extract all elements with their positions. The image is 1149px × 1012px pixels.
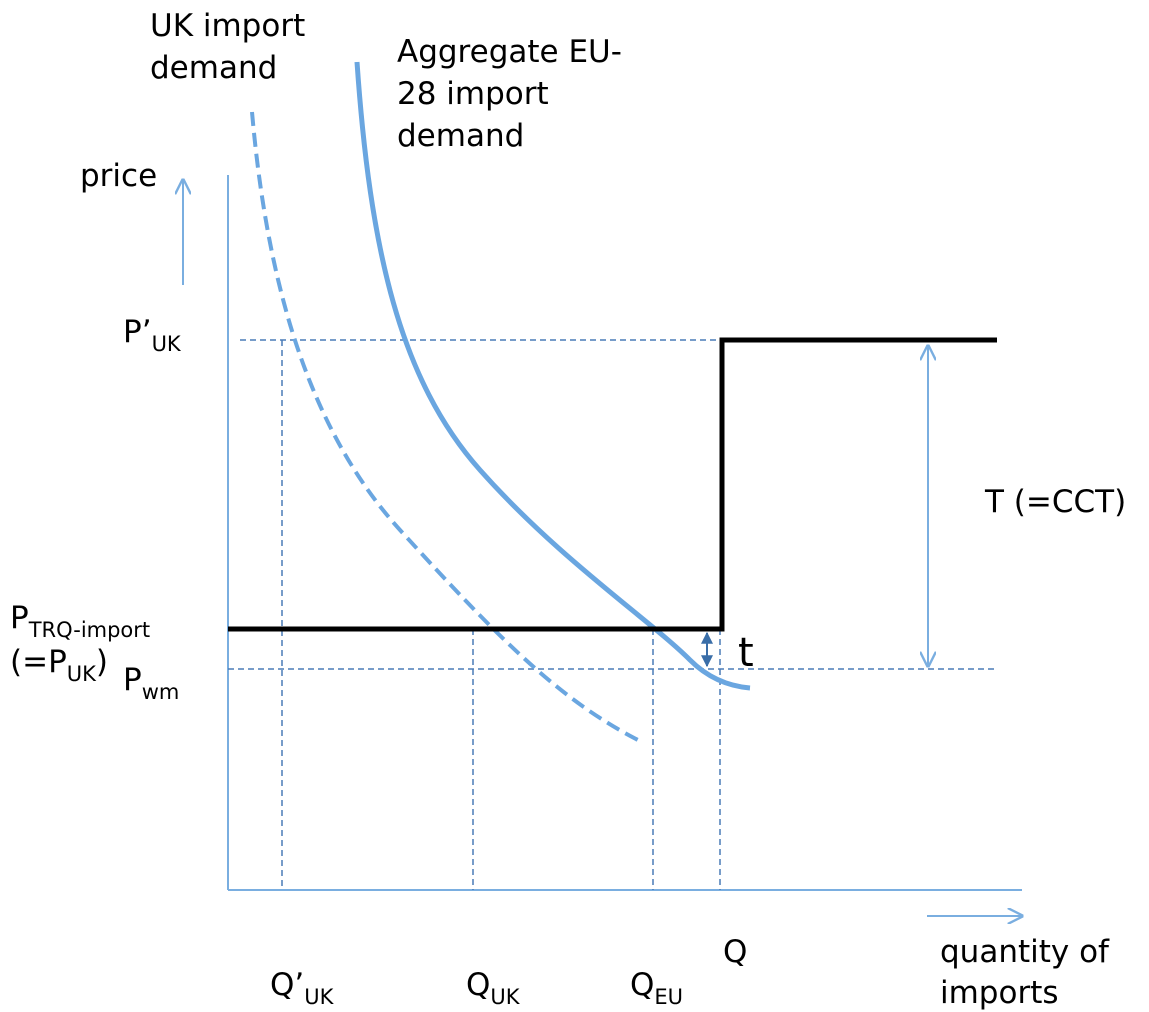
label: Q — [723, 934, 747, 970]
label: demand — [397, 118, 524, 154]
label: price — [80, 158, 157, 194]
label-main: Q — [630, 967, 654, 1003]
label-main: (=P — [10, 644, 67, 680]
label: QUK — [466, 967, 521, 1009]
label: (=PUK) — [10, 644, 108, 686]
label-main: Q’ — [270, 967, 304, 1003]
label-sub: UK — [67, 662, 97, 686]
eu-demand-curve — [354, 61, 751, 691]
label-sub: UK — [152, 332, 182, 356]
label: quantity of — [940, 934, 1110, 970]
label-sub: UK — [304, 985, 334, 1009]
label: T (=CCT) — [984, 484, 1126, 520]
label: Pwm — [123, 662, 179, 704]
label: PTRQ-import — [10, 600, 150, 642]
label: UK import — [150, 8, 305, 44]
label-sub: EU — [654, 985, 683, 1009]
label: demand — [150, 50, 277, 86]
label-main: P — [123, 662, 142, 698]
label: imports — [940, 975, 1059, 1011]
label-main: P — [10, 600, 29, 636]
label-main: ) — [96, 644, 108, 680]
label: Aggregate EU- — [397, 34, 622, 70]
uk-demand-curve — [250, 111, 639, 742]
label-sub: UK — [490, 985, 520, 1009]
label-sub: TRQ-import — [28, 618, 150, 642]
label: 28 import — [397, 76, 549, 112]
label: Q’UK — [270, 967, 335, 1009]
label-main: P’ — [123, 314, 152, 350]
tariff-step — [228, 337, 997, 632]
label: P’UK — [123, 314, 182, 356]
label-sub: wm — [142, 680, 180, 704]
label: t — [738, 630, 754, 676]
label: QEU — [630, 967, 683, 1009]
label-main: Q — [466, 967, 490, 1003]
